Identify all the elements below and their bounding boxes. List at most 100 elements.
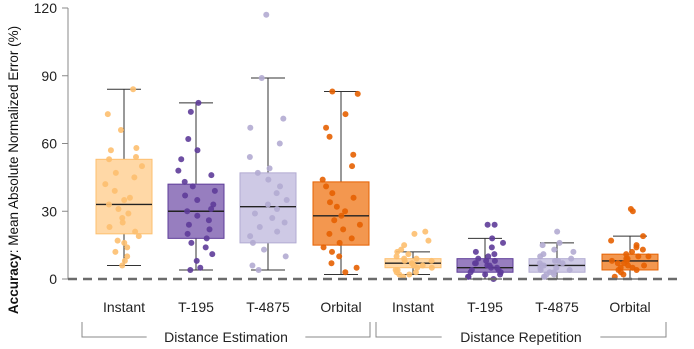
data-point (551, 246, 558, 253)
category-label: T-195 (467, 299, 503, 315)
data-point (194, 212, 201, 219)
data-point (566, 266, 573, 273)
data-point (119, 215, 126, 222)
data-point (249, 239, 256, 246)
data-point (124, 244, 131, 251)
data-point (326, 199, 333, 206)
data-point (411, 230, 418, 237)
box-7 (528, 228, 586, 280)
data-point (203, 235, 210, 242)
box-1 (95, 86, 153, 269)
group-label-group: Distance Estimation Distance Repetition (81, 322, 667, 345)
y-axis-title-rest: : Mean Absolute Normalized Error (%) (6, 26, 21, 253)
y-axis-title: Accuracy: Mean Absolute Normalized Error… (6, 26, 21, 314)
group-label: Distance Repetition (460, 329, 581, 345)
data-point (254, 169, 261, 176)
data-point (488, 264, 495, 271)
data-point (112, 169, 119, 176)
data-point (412, 269, 419, 276)
data-point (280, 115, 287, 122)
data-point (550, 271, 557, 278)
data-point (106, 156, 113, 163)
data-point (105, 201, 112, 208)
data-point (210, 201, 217, 208)
data-point (425, 237, 432, 244)
data-point (194, 196, 201, 203)
group-bracket-right (600, 322, 667, 338)
category-label: Orbital (320, 299, 361, 315)
data-point (414, 264, 421, 271)
data-point (472, 248, 479, 255)
data-point (623, 251, 630, 258)
data-point (106, 224, 113, 231)
data-point (266, 165, 273, 172)
data-point (246, 154, 253, 161)
data-point (187, 266, 194, 273)
group-label: Distance Estimation (164, 329, 288, 345)
data-point (568, 255, 575, 262)
category-label: Instant (103, 299, 145, 315)
data-point (185, 135, 192, 142)
data-point (465, 273, 472, 280)
data-point (185, 221, 192, 228)
data-point (336, 239, 343, 246)
data-point (625, 262, 632, 269)
category-label: T-4875 (535, 299, 579, 315)
group-bracket-left (375, 322, 442, 338)
data-point (263, 11, 270, 18)
data-point (540, 273, 547, 280)
data-point (539, 242, 546, 249)
data-point (500, 239, 507, 246)
data-point (114, 237, 121, 244)
data-point (133, 154, 140, 161)
data-point (635, 253, 642, 260)
data-point (537, 266, 544, 273)
data-point (209, 251, 216, 258)
data-point (491, 257, 498, 264)
data-point (641, 262, 648, 269)
data-point (178, 156, 185, 163)
data-point (132, 228, 139, 235)
data-point (282, 253, 289, 260)
category-label: T-4875 (246, 299, 290, 315)
data-point (393, 253, 400, 260)
data-point (554, 228, 561, 235)
category-label-group: Instant T-195 T-4875 Orbital Instant T-195 T-4… (103, 299, 651, 315)
data-point (111, 187, 118, 194)
data-point (194, 147, 201, 154)
data-point (138, 163, 145, 170)
data-point (323, 124, 330, 131)
data-point (489, 235, 496, 242)
data-point (645, 253, 652, 260)
data-point (112, 248, 119, 255)
category-label: Instant (392, 299, 434, 315)
y-axis: 0 30 60 90 120 (34, 0, 69, 287)
data-point (340, 226, 347, 233)
data-point (354, 90, 361, 97)
data-point (131, 174, 138, 181)
data-point (319, 176, 326, 183)
data-point (255, 266, 262, 273)
data-point (256, 224, 263, 231)
box-3 (239, 11, 297, 273)
data-point (205, 217, 212, 224)
data-point (258, 75, 265, 82)
box-series-group (95, 11, 659, 282)
data-point (633, 244, 640, 251)
data-point (488, 244, 495, 251)
data-point (428, 264, 435, 271)
data-point (556, 239, 563, 246)
box-4 (312, 88, 370, 276)
data-point (620, 271, 627, 278)
data-point (184, 208, 191, 215)
data-point (261, 246, 268, 253)
data-point (283, 196, 290, 203)
data-point (342, 269, 349, 276)
data-point (121, 196, 128, 203)
category-label: Orbital (609, 299, 650, 315)
data-point (115, 205, 122, 212)
data-point (475, 255, 482, 262)
data-point (608, 257, 615, 264)
data-point (428, 257, 435, 264)
